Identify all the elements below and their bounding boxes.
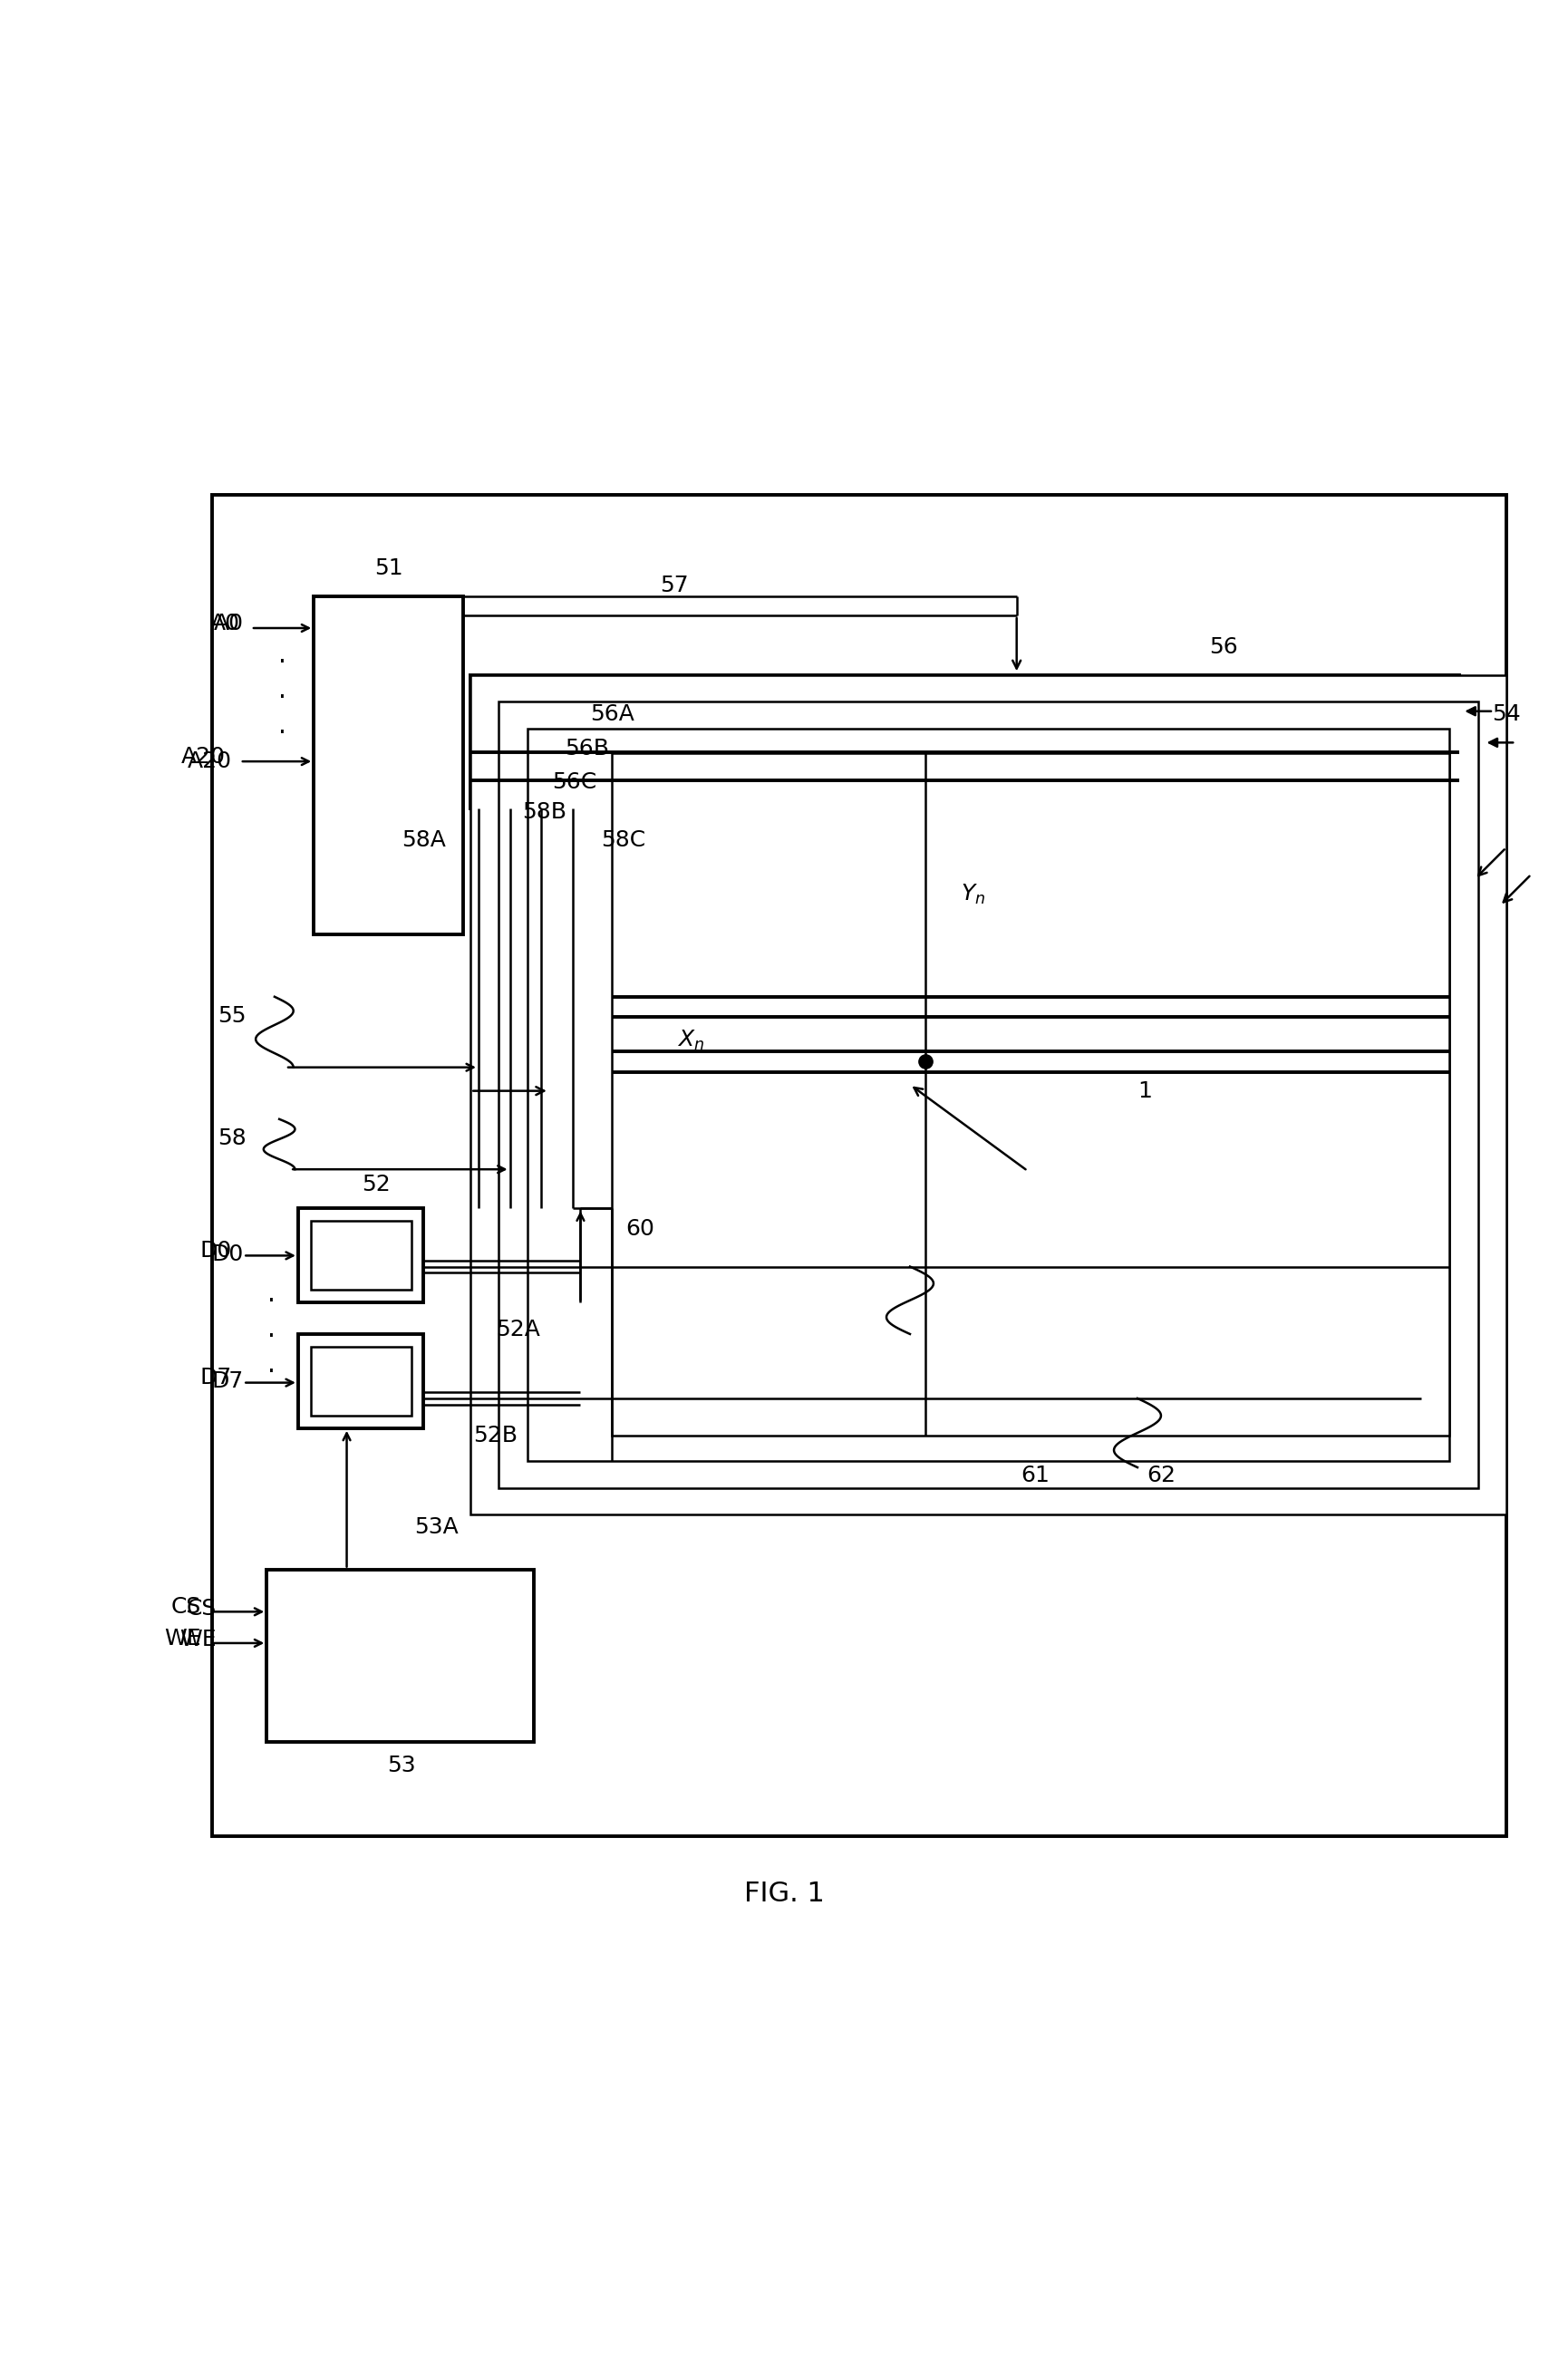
- Text: 52A: 52A: [495, 1318, 539, 1339]
- Text: WE: WE: [165, 1628, 201, 1650]
- Text: FIG. 1: FIG. 1: [743, 1882, 825, 1908]
- Text: 58A: 58A: [401, 830, 445, 851]
- Text: .
.
.: . . .: [278, 642, 287, 739]
- Text: A20: A20: [182, 747, 226, 768]
- Text: .
.
.: . . .: [267, 1282, 276, 1377]
- Text: 51: 51: [375, 557, 403, 578]
- Text: 60: 60: [626, 1218, 654, 1240]
- Bar: [310, 1346, 411, 1415]
- Text: 58C: 58C: [601, 830, 644, 851]
- Text: D7: D7: [212, 1370, 243, 1391]
- Bar: [267, 1569, 533, 1742]
- Text: 58B: 58B: [522, 801, 566, 822]
- Bar: [470, 675, 1458, 808]
- Bar: [298, 1209, 423, 1304]
- Text: CS: CS: [187, 1597, 216, 1619]
- Text: 54: 54: [1491, 704, 1519, 725]
- Bar: [298, 1334, 423, 1429]
- Text: 58: 58: [218, 1128, 246, 1149]
- Bar: [314, 597, 463, 934]
- Text: 1: 1: [1137, 1081, 1152, 1102]
- Text: $X_n$: $X_n$: [676, 1029, 704, 1052]
- Text: 53A: 53A: [414, 1517, 458, 1538]
- Bar: [310, 1221, 411, 1289]
- Text: A20: A20: [188, 751, 232, 773]
- Text: 56C: 56C: [552, 770, 596, 792]
- Text: 53: 53: [387, 1754, 416, 1778]
- Text: CS: CS: [171, 1595, 201, 1619]
- Text: 57: 57: [660, 576, 688, 597]
- Text: WE: WE: [180, 1628, 216, 1652]
- Text: D0: D0: [201, 1240, 232, 1261]
- Bar: [612, 754, 1449, 1436]
- Bar: [527, 728, 1449, 1462]
- Text: A0: A0: [213, 611, 243, 635]
- Text: 61: 61: [1021, 1465, 1049, 1486]
- Text: 52: 52: [362, 1173, 390, 1197]
- Text: D0: D0: [212, 1244, 243, 1266]
- Bar: [470, 675, 1505, 1514]
- Text: A0: A0: [210, 611, 240, 635]
- Text: D7: D7: [201, 1367, 232, 1389]
- Bar: [499, 702, 1477, 1488]
- Text: 56: 56: [1209, 635, 1237, 659]
- Text: 56B: 56B: [564, 737, 608, 761]
- Text: $Y_n$: $Y_n$: [960, 884, 985, 908]
- Text: 52B: 52B: [474, 1424, 517, 1448]
- Text: 56A: 56A: [590, 704, 633, 725]
- Text: 62: 62: [1146, 1465, 1174, 1486]
- Bar: [212, 495, 1505, 1837]
- Text: 55: 55: [218, 1005, 246, 1026]
